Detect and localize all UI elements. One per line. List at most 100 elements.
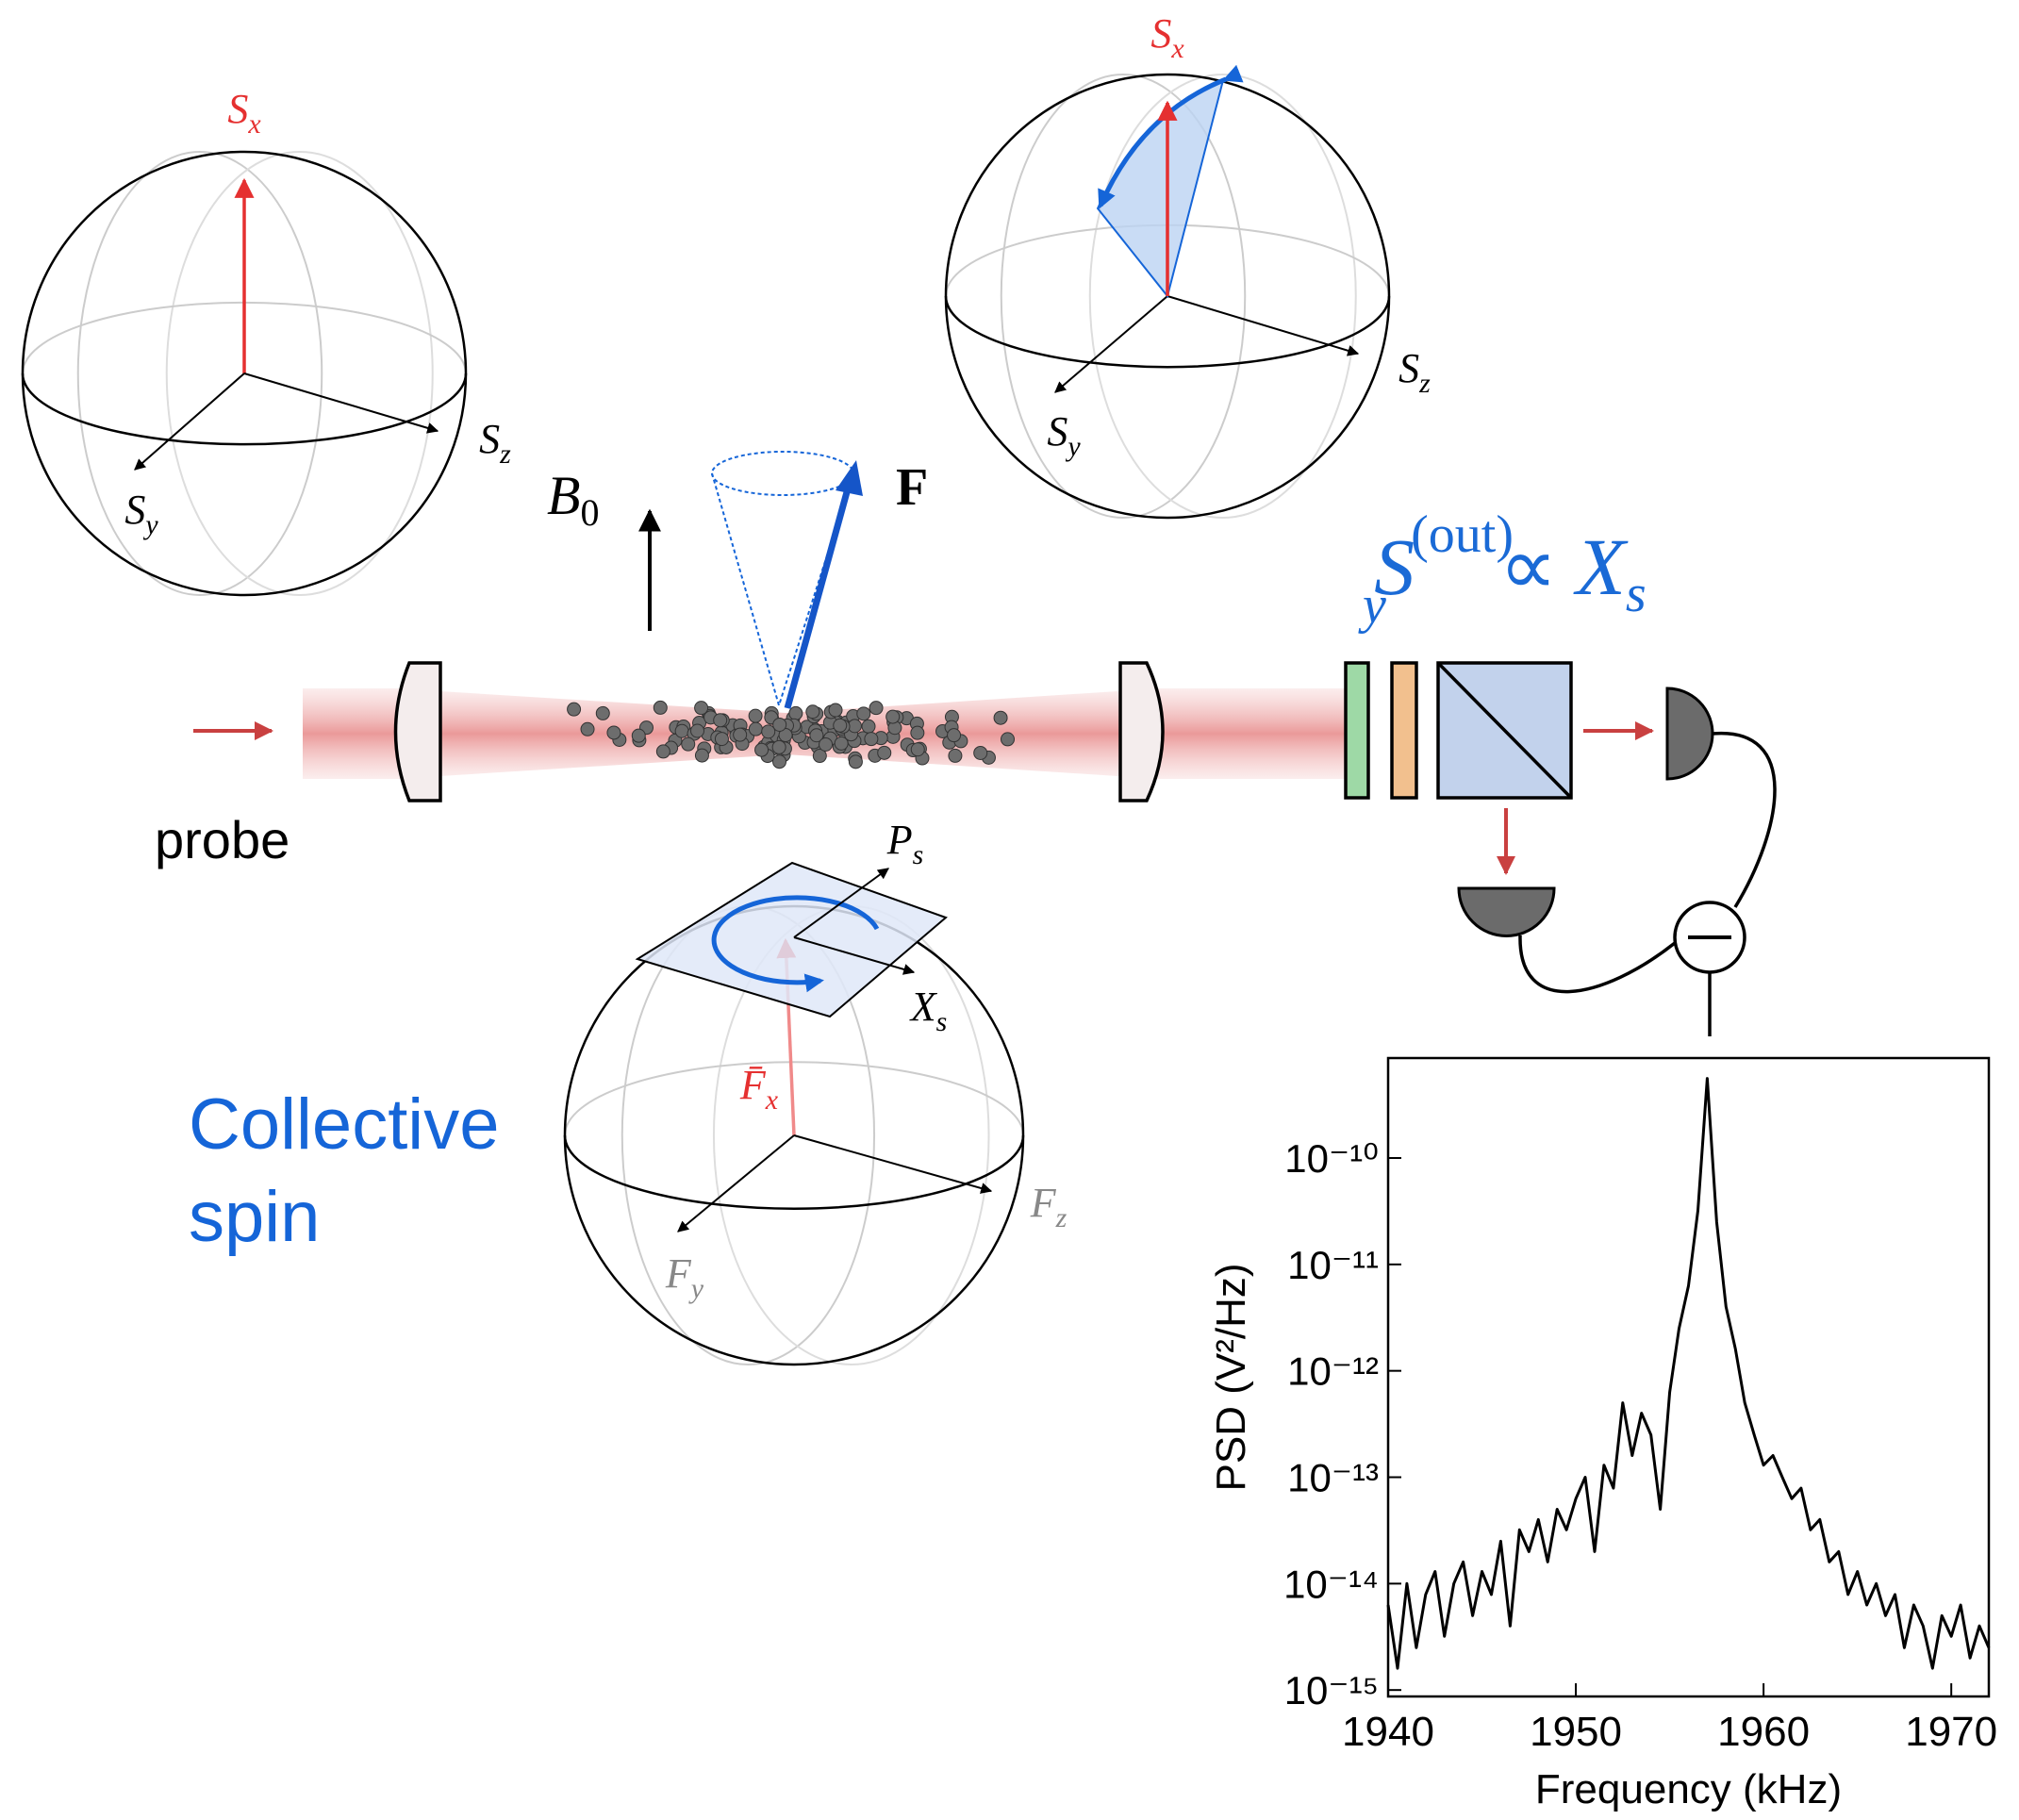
- axis-label: Fz: [1030, 1180, 1067, 1233]
- atom: [949, 749, 962, 762]
- meridian: [1090, 74, 1356, 518]
- wire: [1713, 734, 1775, 907]
- atom: [994, 711, 1007, 724]
- label-sub: y: [688, 1273, 704, 1304]
- label-main: S: [227, 86, 248, 132]
- label-sub: z: [1055, 1202, 1067, 1233]
- atom: [829, 703, 842, 717]
- spin-label: F: [896, 458, 928, 517]
- y-tick-label: 10⁻¹²: [1287, 1349, 1379, 1394]
- atom: [749, 722, 762, 736]
- axis-arrow: [678, 1135, 794, 1232]
- y-axis-label: PSD (V²/Hz): [1208, 1264, 1254, 1492]
- atom: [869, 702, 883, 715]
- axis-arrow: [794, 1135, 991, 1191]
- atom: [849, 755, 862, 769]
- label-sub: y: [1065, 431, 1081, 462]
- atom: [762, 725, 775, 738]
- atom: [715, 733, 728, 746]
- output-label: S(out)y∝Xs: [1358, 505, 1647, 635]
- axis-arrow: [244, 373, 438, 431]
- label-main: F: [665, 1250, 692, 1297]
- x-axis-label: Frequency (kHz): [1535, 1766, 1842, 1812]
- probe-label: probe: [155, 810, 290, 869]
- mirror: [1120, 663, 1163, 801]
- y-tick-label: 10⁻¹¹: [1287, 1243, 1379, 1287]
- atom: [682, 737, 695, 751]
- x-tick-label: 1940: [1342, 1709, 1434, 1755]
- equator-front: [946, 296, 1389, 367]
- label-main: F: [1030, 1180, 1057, 1226]
- atom: [596, 706, 609, 720]
- atom: [1001, 733, 1015, 746]
- atom: [675, 724, 688, 737]
- axis-arrow: [1167, 296, 1358, 354]
- atom: [581, 722, 594, 736]
- label-sub: x: [1170, 33, 1184, 64]
- meridian: [78, 152, 323, 595]
- label-sub: s: [913, 839, 924, 870]
- label-main: S: [1398, 345, 1419, 391]
- atom: [857, 707, 870, 720]
- axis-label: Sy: [1047, 408, 1081, 462]
- axis-label: Fy: [665, 1250, 704, 1304]
- axis-arrow: [135, 373, 244, 470]
- y-tick-label: 10⁻¹⁰: [1284, 1136, 1379, 1181]
- atom: [734, 728, 747, 741]
- axis-label: Sy: [124, 487, 158, 540]
- atom: [865, 733, 878, 746]
- label-sub: x: [247, 108, 261, 140]
- atom: [695, 749, 708, 762]
- detector: [1459, 888, 1554, 936]
- mirror: [396, 663, 441, 801]
- axis-label: Xs: [909, 984, 948, 1037]
- y-tick-label: 10⁻¹⁵: [1284, 1668, 1379, 1712]
- atom: [691, 724, 704, 737]
- atom: [656, 745, 670, 758]
- x-tick-label: 1950: [1530, 1709, 1622, 1755]
- atom: [878, 746, 891, 759]
- atom: [755, 743, 769, 756]
- atom: [819, 737, 833, 751]
- label-sub: z: [1418, 368, 1431, 399]
- detector: [1667, 688, 1713, 779]
- x-tick-label: 1960: [1717, 1709, 1810, 1755]
- spin-vector-head: [836, 460, 863, 496]
- atom: [654, 701, 667, 714]
- atom: [834, 719, 847, 732]
- atom: [749, 709, 762, 722]
- label-main: P: [886, 817, 913, 863]
- psd-line: [1388, 1079, 1989, 1669]
- y-tick-label: 10⁻¹⁴: [1283, 1562, 1379, 1606]
- atom: [806, 705, 819, 719]
- precession-cone: [712, 452, 853, 495]
- atom: [974, 746, 987, 759]
- spin-vector: [787, 472, 852, 708]
- axis-label: Sz: [1398, 345, 1431, 399]
- atom: [773, 755, 786, 769]
- label-main: S: [479, 416, 500, 462]
- axis-arrow: [1055, 296, 1167, 392]
- label-main: X: [909, 984, 938, 1030]
- atom: [695, 702, 708, 715]
- wire: [1520, 935, 1675, 992]
- label-main: S: [1150, 10, 1171, 57]
- axis-label: Sx: [227, 86, 261, 140]
- atom: [714, 714, 727, 727]
- meridian: [167, 152, 433, 595]
- atom: [862, 720, 875, 733]
- phase-plane: [637, 863, 946, 1017]
- axis-label: F̄x: [739, 1062, 779, 1116]
- label-sub: y: [142, 509, 158, 540]
- caption: Collective: [189, 1084, 499, 1165]
- atom: [886, 710, 900, 723]
- axis-label: Ps: [886, 817, 924, 870]
- atom: [632, 729, 645, 742]
- caption: spin: [189, 1177, 320, 1257]
- x-tick-label: 1970: [1905, 1709, 1997, 1755]
- label-sub: x: [765, 1084, 779, 1116]
